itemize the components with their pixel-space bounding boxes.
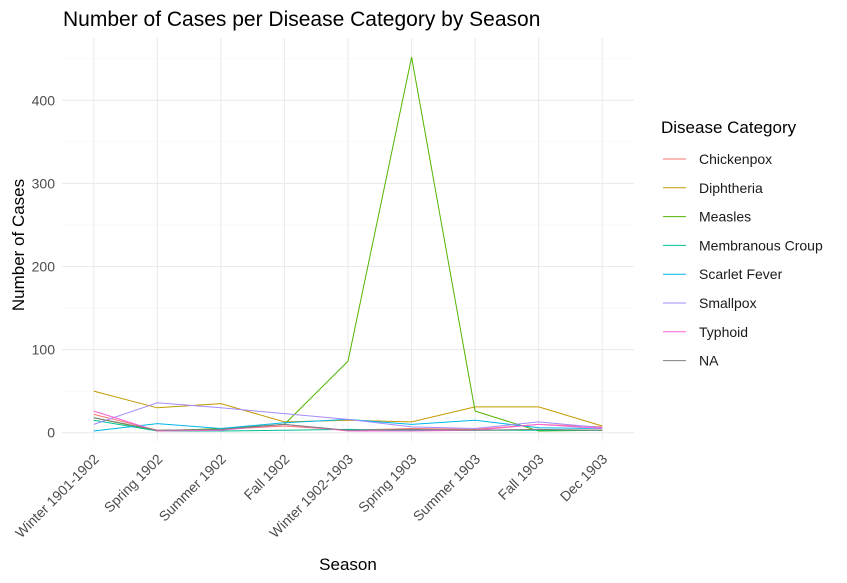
legend-item: NA [663, 353, 719, 369]
legend-item: Typhoid [663, 324, 748, 340]
legend: Disease Category Chickenpox Diphtheria Mea… [661, 118, 823, 369]
series-line-typhoid [93, 410, 603, 432]
y-tick-label: 300 [32, 175, 56, 191]
legend-label: NA [699, 353, 719, 369]
series-line-smallpox [93, 402, 603, 430]
legend-label: Scarlet Fever [699, 266, 783, 282]
legend-item: Chickenpox [663, 151, 772, 167]
x-tick-label: Summer 1903 [410, 451, 484, 525]
y-axis-title: Number of Cases [9, 179, 28, 311]
series-line-diphtheria [93, 390, 603, 427]
chart-title: Number of Cases per Disease Category by … [63, 8, 540, 31]
legend-items: Chickenpox Diphtheria Measles Membranous Cr… [663, 151, 823, 369]
legend-label: Smallpox [699, 295, 757, 311]
x-tick-label: Spring 1903 [355, 451, 420, 516]
y-tick-label: 0 [47, 425, 55, 441]
x-tick-label: Dec 1903 [557, 451, 611, 505]
legend-title: Disease Category [661, 118, 797, 137]
y-tick-label: 400 [32, 92, 56, 108]
legend-item: Scarlet Fever [663, 266, 783, 282]
legend-item: Membranous Croup [663, 237, 823, 253]
legend-item: Measles [663, 209, 751, 225]
grid [62, 38, 634, 441]
x-tick-label: Winter 1901-1902 [12, 451, 102, 541]
x-tick-label: Fall 1902 [241, 451, 293, 503]
legend-item: Diphtheria [663, 180, 763, 196]
series-lines [93, 56, 603, 432]
legend-label: Diphtheria [699, 180, 763, 196]
x-axis-title: Season [319, 555, 377, 574]
legend-label: Chickenpox [699, 151, 772, 167]
x-tick-label: Spring 1902 [101, 451, 166, 516]
x-tick-label: Summer 1902 [156, 451, 230, 525]
legend-label: Membranous Croup [699, 237, 823, 253]
y-tick-label: 200 [32, 259, 56, 275]
y-tick-label: 100 [32, 342, 56, 358]
legend-label: Typhoid [699, 324, 748, 340]
x-tick-label: Fall 1903 [495, 451, 547, 503]
series-line-na [93, 417, 603, 431]
legend-label: Measles [699, 209, 751, 225]
y-tick-labels: 0 100 200 300 400 [32, 92, 56, 440]
legend-item: Smallpox [663, 295, 757, 311]
